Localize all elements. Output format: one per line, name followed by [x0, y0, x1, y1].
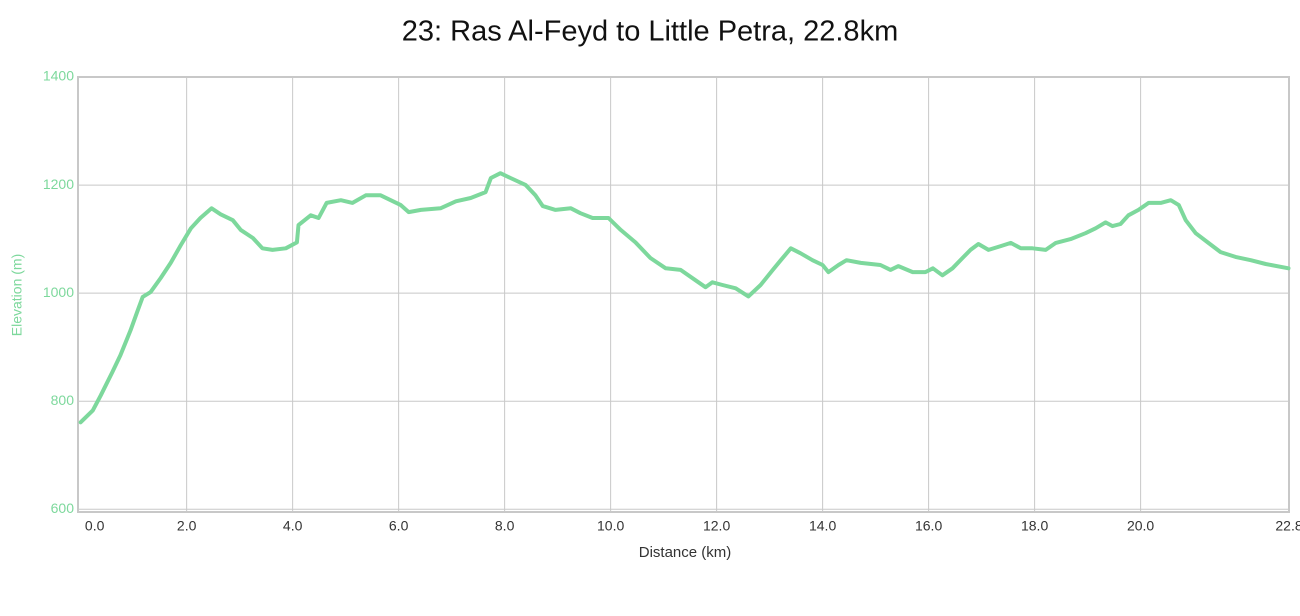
x-tick-label: 12.0 [703, 518, 730, 534]
x-axis-title: Distance (km) [639, 544, 732, 561]
x-tick-label: 6.0 [389, 518, 409, 534]
x-tick-label: 20.0 [1127, 518, 1154, 534]
y-tick-label: 1400 [43, 68, 74, 84]
x-tick-label: 18.0 [1021, 518, 1048, 534]
elevation-line [78, 171, 1291, 425]
x-tick-label: 2.0 [177, 518, 197, 534]
x-tick-label: 10.0 [597, 518, 624, 534]
x-tick-label: 22.8 [1275, 518, 1300, 534]
x-tick-label: 0.0 [85, 518, 105, 534]
x-tick-label: 8.0 [495, 518, 515, 534]
plot-frame [77, 76, 1290, 513]
chart-title: 23: Ras Al-Feyd to Little Petra, 22.8km [402, 16, 898, 48]
y-tick-label: 600 [51, 500, 75, 516]
y-tick-label: 800 [51, 392, 75, 408]
x-tick-label: 16.0 [915, 518, 942, 534]
y-tick-label: 1000 [43, 284, 74, 300]
x-tick-label: 14.0 [809, 518, 836, 534]
x-tick-label: 4.0 [283, 518, 303, 534]
y-axis-title: Elevation (m) [9, 254, 25, 336]
y-tick-label: 1200 [43, 176, 74, 192]
